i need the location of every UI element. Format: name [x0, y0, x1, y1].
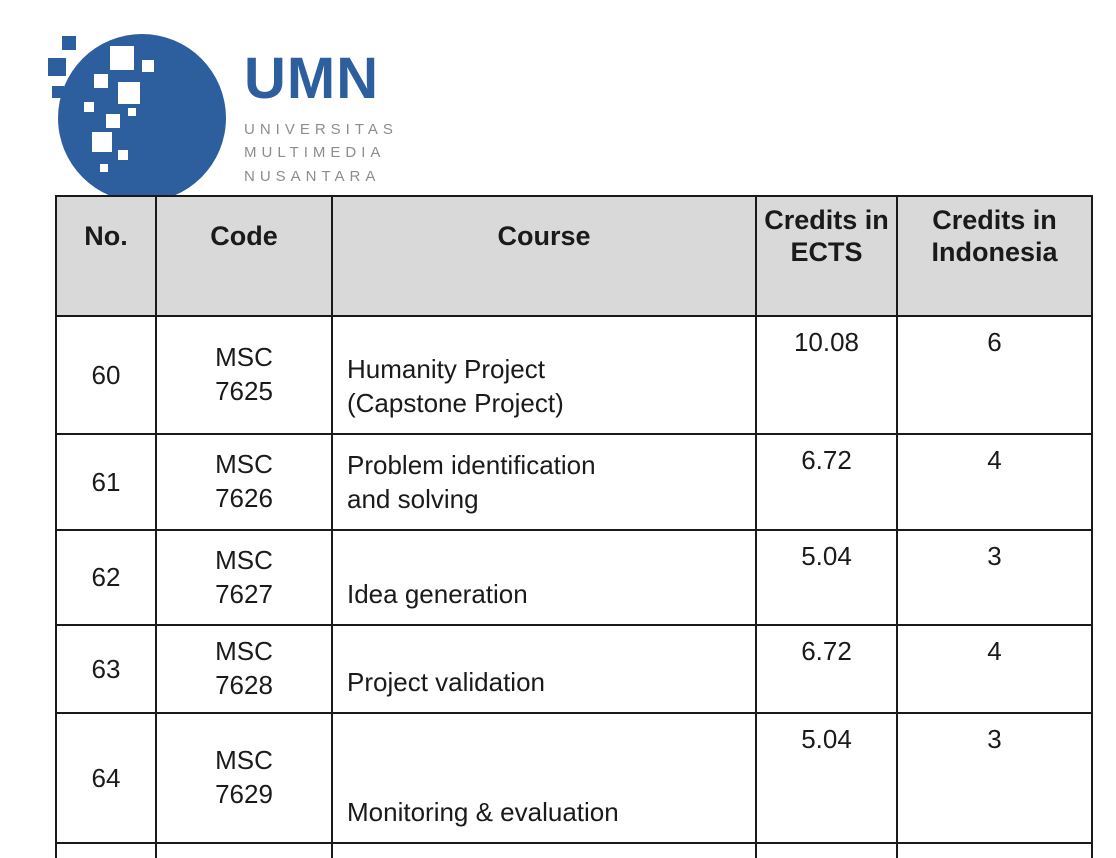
cell-credits-ects [755, 842, 898, 858]
cell-course: Humanity Project (Capstone Project) [331, 315, 757, 435]
cell-no: 62 [55, 529, 157, 626]
table-row: 62 MSC 7627 Idea generation 5.04 3 [55, 529, 1093, 626]
header-code: Code [155, 195, 333, 317]
cell-no: 61 [55, 433, 157, 531]
cell-code: MSC 7628 [155, 624, 333, 714]
cell-no: 63 [55, 624, 157, 714]
code-line2: 7628 [215, 670, 273, 700]
umn-logo: UMN UNIVERSITAS MULTIMEDIA NUSANTARA [48, 28, 398, 208]
umn-logo-subtitle-line3: NUSANTARA [244, 167, 381, 185]
course-line2: Monitoring & evaluation [347, 797, 619, 828]
table-row: 60 MSC 7625 Humanity Project (Capstone P… [55, 315, 1093, 435]
course-credits-table: No. Code Course Credits in ECTS Credits … [55, 195, 1093, 858]
cell-code: MSC 7625 [155, 315, 333, 435]
cell-course: Idea generation [331, 529, 757, 626]
umn-logo-subtitle: UNIVERSITAS MULTIMEDIA NUSANTARA [244, 118, 398, 188]
umn-logo-subtitle-line1: UNIVERSITAS [244, 121, 398, 138]
cell-course [331, 842, 757, 858]
code-line1: MSC [215, 449, 273, 480]
code-line2: 7629 [215, 779, 273, 809]
cell-no [55, 842, 157, 858]
cell-credits-indonesia: 4 [896, 433, 1093, 531]
umn-logo-subtitle-line2: MULTIMEDIA [244, 144, 386, 162]
cell-credits-ects: 5.04 [755, 712, 898, 844]
course-line1: Problem identification [347, 450, 596, 481]
cell-no: 64 [55, 712, 157, 844]
course-line1: Humanity Project [347, 354, 545, 385]
cell-credits-ects: 6.72 [755, 624, 898, 714]
cell-course: Monitoring & evaluation [331, 712, 757, 844]
header-no: No. [55, 195, 157, 317]
table-row: 63 MSC 7628 Project validation 6.72 4 [55, 624, 1093, 714]
cell-credits-indonesia: 3 [896, 712, 1093, 844]
cell-credits-indonesia: 3 [896, 529, 1093, 626]
cell-credits-indonesia: 4 [896, 624, 1093, 714]
cell-credits-ects: 6.72 [755, 433, 898, 531]
cell-credits-ects: 5.04 [755, 529, 898, 626]
cell-code: MSC 7627 [155, 529, 333, 626]
table-row: 61 MSC 7626 Problem identification and s… [55, 433, 1093, 531]
umn-logo-text: UMN UNIVERSITAS MULTIMEDIA NUSANTARA [244, 28, 398, 188]
cell-course: Project validation [331, 624, 757, 714]
code-line2: 7627 [215, 578, 273, 609]
umn-logo-mark-icon [48, 28, 228, 208]
code-line1: MSC [215, 636, 273, 667]
cell-credits-indonesia: 6 [896, 315, 1093, 435]
cell-credits-indonesia [896, 842, 1093, 858]
header-course: Course [331, 195, 757, 317]
cell-course: Problem identification and solving [331, 433, 757, 531]
code-line2: 7626 [215, 483, 273, 513]
table-row-partial [55, 842, 1093, 858]
cell-code [155, 842, 333, 858]
code-line1: MSC [215, 745, 273, 776]
course-line2: Idea generation [347, 579, 528, 610]
course-line2: (Capstone Project) [347, 388, 564, 419]
cell-no: 60 [55, 315, 157, 435]
header-credits-ects: Credits in ECTS [755, 195, 898, 317]
course-line2: and solving [347, 484, 479, 515]
cell-credits-ects: 10.08 [755, 315, 898, 435]
cell-code: MSC 7629 [155, 712, 333, 844]
code-line1: MSC [215, 342, 273, 373]
cell-code: MSC 7626 [155, 433, 333, 531]
table-row: 64 MSC 7629 Monitoring & evaluation 5.04… [55, 712, 1093, 844]
course-line2: Project validation [347, 667, 545, 698]
umn-logo-acronym: UMN [244, 46, 380, 111]
header-credits-indonesia: Credits in Indonesia [896, 195, 1093, 317]
table-header-row: No. Code Course Credits in ECTS Credits … [55, 195, 1093, 317]
code-line1: MSC [215, 544, 273, 575]
code-line2: 7625 [215, 376, 273, 406]
